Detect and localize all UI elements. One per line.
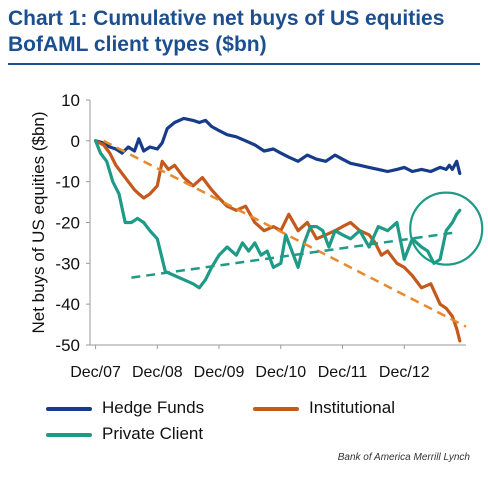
series-line-private-client xyxy=(93,139,462,290)
legend-label-hedge-funds: Hedge Funds xyxy=(102,398,205,417)
highlight-circle xyxy=(409,191,484,266)
x-tick-label: Dec/12 xyxy=(379,364,430,381)
y-tick-label: -50 xyxy=(55,336,80,355)
y-tick-label: -40 xyxy=(55,295,80,314)
y-tick-label: -20 xyxy=(55,214,80,233)
y-tick-label: -30 xyxy=(55,254,80,273)
legend-label-institutional: Institutional xyxy=(309,398,395,417)
trendline-institutional xyxy=(103,139,467,328)
x-tick-label: Dec/07 xyxy=(70,364,121,381)
y-axis-label: Net buys of US equities ($bn) xyxy=(29,111,48,333)
x-tick-label: Dec/08 xyxy=(132,364,183,381)
chart-axis-labels: 10 0 -10 -20 -30 -40 -50 Dec/07 Dec/08 Dec/09 Dec/… xyxy=(29,91,430,381)
source-note: Bank of America Merrill Lynch xyxy=(337,452,470,463)
title-divider xyxy=(8,63,480,65)
series-line-hedge-funds xyxy=(93,116,462,176)
legend-swatch-private-client xyxy=(46,432,92,437)
y-tick-label: 0 xyxy=(71,132,80,151)
chart-title-line-1: Chart 1: Cumulative net buys of US equit… xyxy=(8,7,445,30)
y-tick-label: 10 xyxy=(61,91,80,110)
chart-title: Chart 1: Cumulative net buys of US equit… xyxy=(8,6,478,58)
y-tick-label: -10 xyxy=(55,173,80,192)
legend-item-institutional: Institutional xyxy=(253,398,395,418)
legend-swatch-institutional xyxy=(253,406,299,411)
legend-item-hedge-funds: Hedge Funds xyxy=(46,398,204,418)
legend-swatch-hedge-funds xyxy=(46,406,92,411)
chart-annotations xyxy=(103,139,484,328)
legend-label-private-client: Private Client xyxy=(102,424,204,443)
x-tick-label: Dec/11 xyxy=(318,364,368,381)
legend-item-private-client: Private Client xyxy=(46,424,203,444)
series-line-institutional xyxy=(93,139,462,343)
x-tick-label: Dec/10 xyxy=(255,364,306,381)
chart-series xyxy=(93,116,462,343)
x-tick-label: Dec/09 xyxy=(194,364,245,381)
chart-title-line-2: BofAML client types ($bn) xyxy=(8,33,267,56)
chart-axes xyxy=(86,99,466,349)
trendline-private-client xyxy=(131,231,454,279)
